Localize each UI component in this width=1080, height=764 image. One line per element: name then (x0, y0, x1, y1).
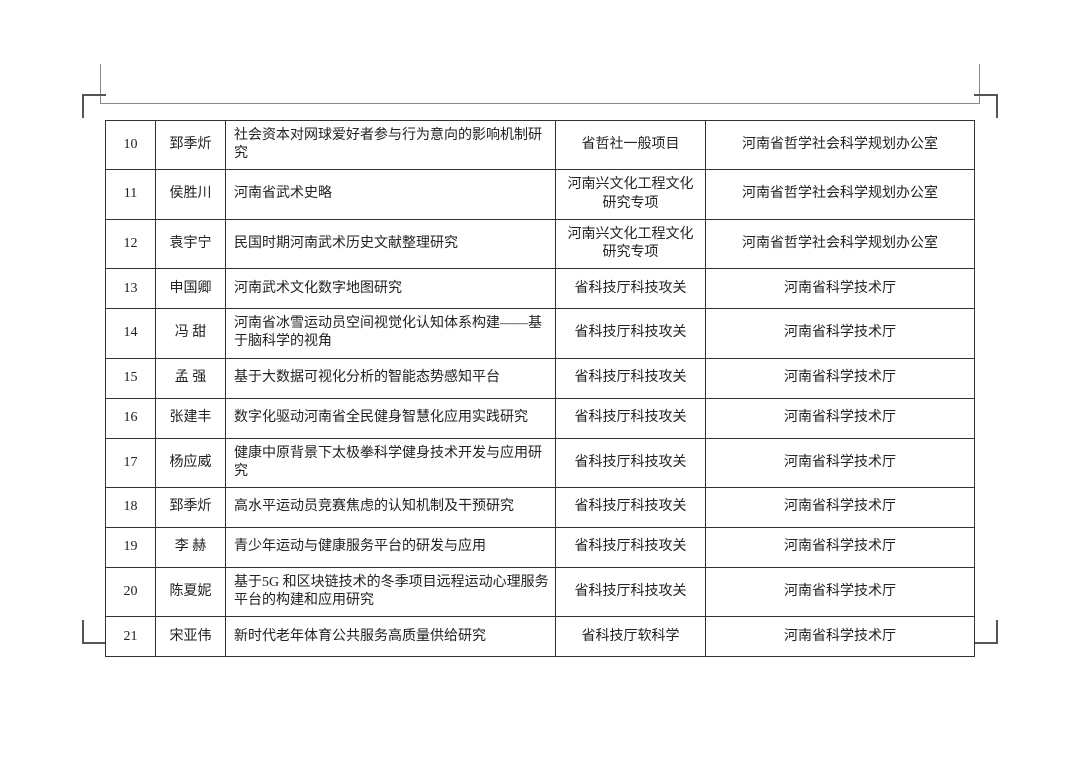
cell-org: 河南省哲学社会科学规划办公室 (706, 121, 975, 170)
cell-num: 21 (106, 617, 156, 657)
cell-name: 申国卿 (156, 269, 226, 309)
cell-title: 河南武术文化数字地图研究 (226, 269, 556, 309)
cell-name: 张建丰 (156, 398, 226, 438)
cell-type: 省科技厅科技攻关 (556, 269, 706, 309)
cell-title: 基于5G 和区块链技术的冬季项目远程运动心理服务平台的构建和应用研究 (226, 567, 556, 616)
cell-org: 河南省科学技术厅 (706, 487, 975, 527)
cell-num: 13 (106, 269, 156, 309)
page-top-border (100, 64, 980, 104)
table-row: 14 冯 甜 河南省冰雪运动员空间视觉化认知体系构建——基于脑科学的视角 省科技… (106, 309, 975, 358)
projects-table: 10 郅季炘 社会资本对网球爱好者参与行为意向的影响机制研究 省哲社一般项目 河… (105, 120, 975, 657)
table-row: 16 张建丰 数字化驱动河南省全民健身智慧化应用实践研究 省科技厅科技攻关 河南… (106, 398, 975, 438)
cell-title: 新时代老年体育公共服务高质量供给研究 (226, 617, 556, 657)
cell-type: 河南兴文化工程文化研究专项 (556, 170, 706, 219)
cell-num: 14 (106, 309, 156, 358)
cell-org: 河南省哲学社会科学规划办公室 (706, 170, 975, 219)
cell-num: 16 (106, 398, 156, 438)
table-row: 21 宋亚伟 新时代老年体育公共服务高质量供给研究 省科技厅软科学 河南省科学技… (106, 617, 975, 657)
crop-mark-top-left (82, 94, 106, 118)
cell-num: 19 (106, 527, 156, 567)
projects-table-container: 10 郅季炘 社会资本对网球爱好者参与行为意向的影响机制研究 省哲社一般项目 河… (105, 120, 975, 657)
cell-num: 12 (106, 219, 156, 268)
cell-type: 河南兴文化工程文化研究专项 (556, 219, 706, 268)
crop-mark-top-right (974, 94, 998, 118)
cell-title: 民国时期河南武术历史文献整理研究 (226, 219, 556, 268)
cell-type: 省科技厅软科学 (556, 617, 706, 657)
cell-title: 青少年运动与健康服务平台的研发与应用 (226, 527, 556, 567)
cell-name: 孟 强 (156, 358, 226, 398)
table-body: 10 郅季炘 社会资本对网球爱好者参与行为意向的影响机制研究 省哲社一般项目 河… (106, 121, 975, 657)
cell-type: 省科技厅科技攻关 (556, 487, 706, 527)
cell-num: 11 (106, 170, 156, 219)
cell-title: 基于大数据可视化分析的智能态势感知平台 (226, 358, 556, 398)
cell-org: 河南省科学技术厅 (706, 358, 975, 398)
table-row: 11 侯胜川 河南省武术史略 河南兴文化工程文化研究专项 河南省哲学社会科学规划… (106, 170, 975, 219)
cell-name: 杨应威 (156, 438, 226, 487)
cell-type: 省科技厅科技攻关 (556, 398, 706, 438)
cell-org: 河南省科学技术厅 (706, 309, 975, 358)
table-row: 13 申国卿 河南武术文化数字地图研究 省科技厅科技攻关 河南省科学技术厅 (106, 269, 975, 309)
table-row: 15 孟 强 基于大数据可视化分析的智能态势感知平台 省科技厅科技攻关 河南省科… (106, 358, 975, 398)
cell-type: 省科技厅科技攻关 (556, 309, 706, 358)
cell-num: 10 (106, 121, 156, 170)
cell-title: 河南省冰雪运动员空间视觉化认知体系构建——基于脑科学的视角 (226, 309, 556, 358)
cell-type: 省科技厅科技攻关 (556, 567, 706, 616)
cell-name: 袁宇宁 (156, 219, 226, 268)
table-row: 18 郅季炘 高水平运动员竞赛焦虑的认知机制及干预研究 省科技厅科技攻关 河南省… (106, 487, 975, 527)
cell-name: 陈夏妮 (156, 567, 226, 616)
cell-org: 河南省哲学社会科学规划办公室 (706, 219, 975, 268)
cell-title: 社会资本对网球爱好者参与行为意向的影响机制研究 (226, 121, 556, 170)
cell-title: 数字化驱动河南省全民健身智慧化应用实践研究 (226, 398, 556, 438)
cell-type: 省哲社一般项目 (556, 121, 706, 170)
cell-type: 省科技厅科技攻关 (556, 527, 706, 567)
cell-org: 河南省科学技术厅 (706, 269, 975, 309)
table-row: 20 陈夏妮 基于5G 和区块链技术的冬季项目远程运动心理服务平台的构建和应用研… (106, 567, 975, 616)
cell-name: 郅季炘 (156, 121, 226, 170)
cell-type: 省科技厅科技攻关 (556, 358, 706, 398)
cell-org: 河南省科学技术厅 (706, 527, 975, 567)
cell-name: 郅季炘 (156, 487, 226, 527)
cell-org: 河南省科学技术厅 (706, 617, 975, 657)
cell-org: 河南省科学技术厅 (706, 438, 975, 487)
table-row: 19 李 赫 青少年运动与健康服务平台的研发与应用 省科技厅科技攻关 河南省科学… (106, 527, 975, 567)
cell-org: 河南省科学技术厅 (706, 398, 975, 438)
cell-name: 冯 甜 (156, 309, 226, 358)
cell-title: 高水平运动员竞赛焦虑的认知机制及干预研究 (226, 487, 556, 527)
cell-title: 健康中原背景下太极拳科学健身技术开发与应用研究 (226, 438, 556, 487)
table-row: 17 杨应威 健康中原背景下太极拳科学健身技术开发与应用研究 省科技厅科技攻关 … (106, 438, 975, 487)
cell-num: 15 (106, 358, 156, 398)
cell-type: 省科技厅科技攻关 (556, 438, 706, 487)
cell-org: 河南省科学技术厅 (706, 567, 975, 616)
cell-num: 18 (106, 487, 156, 527)
cell-name: 宋亚伟 (156, 617, 226, 657)
cell-name: 李 赫 (156, 527, 226, 567)
cell-num: 17 (106, 438, 156, 487)
crop-mark-bottom-right (974, 620, 998, 644)
cell-num: 20 (106, 567, 156, 616)
table-row: 12 袁宇宁 民国时期河南武术历史文献整理研究 河南兴文化工程文化研究专项 河南… (106, 219, 975, 268)
cell-name: 侯胜川 (156, 170, 226, 219)
crop-mark-bottom-left (82, 620, 106, 644)
table-row: 10 郅季炘 社会资本对网球爱好者参与行为意向的影响机制研究 省哲社一般项目 河… (106, 121, 975, 170)
cell-title: 河南省武术史略 (226, 170, 556, 219)
